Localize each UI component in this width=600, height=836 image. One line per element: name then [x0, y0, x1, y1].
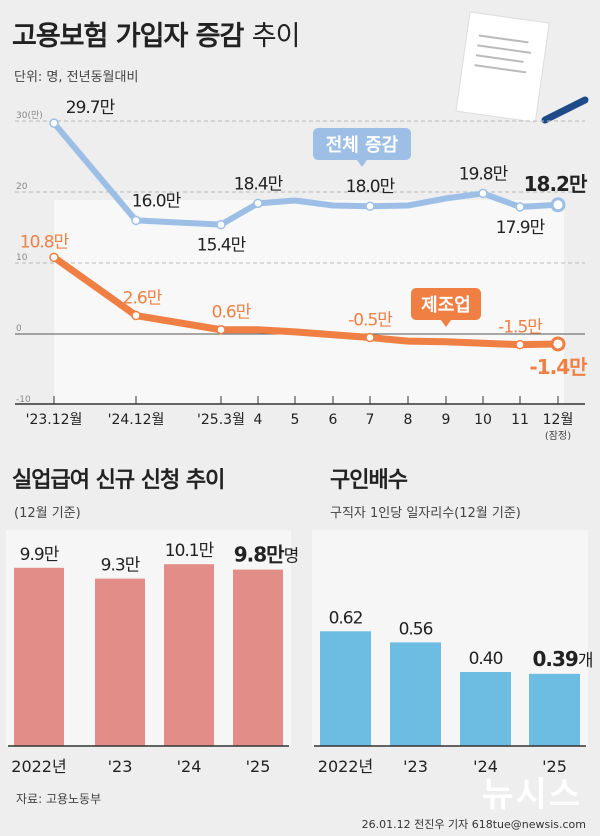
bar: [164, 564, 214, 746]
bar-value-label: 0.40: [469, 649, 503, 669]
data-point: [365, 201, 375, 211]
unit-suffix: 개: [578, 651, 593, 671]
x-tick-label: '25.3월: [197, 412, 245, 428]
x-tick-label: 4: [254, 412, 263, 428]
data-label: 18.2만: [524, 172, 588, 196]
data-point: [478, 188, 488, 199]
data-label: 10.8만: [20, 232, 70, 252]
x-tick-label: '23.12월: [26, 412, 83, 428]
data-label: 29.7만: [66, 98, 116, 118]
data-point: [49, 252, 59, 263]
x-tick-label: '24: [177, 757, 202, 776]
bar-value-label: 0.56: [399, 619, 433, 639]
data-label: 18.4만: [234, 174, 284, 194]
title-light: 추이: [251, 21, 301, 52]
unit-suffix: 명: [284, 547, 299, 567]
data-point: [515, 202, 525, 212]
series-tag-pointer: [357, 160, 367, 167]
x-tick-label: 2022년: [11, 757, 66, 776]
page-title: 고용보험 가입자 증감 추이: [12, 14, 301, 53]
series-legend-label: 전체 증감: [326, 135, 399, 156]
data-point: [49, 118, 59, 128]
series-line-total: [51, 121, 559, 228]
x-tick-note: (잠정): [545, 430, 571, 440]
series-legend-label: 제조업: [421, 295, 471, 316]
data-point: [550, 336, 566, 352]
series-line-manufacturing: [51, 254, 559, 349]
bar-value-label: 9.9만: [20, 545, 60, 565]
x-tick-label: 8: [404, 412, 413, 428]
y-tick-label: 30(만): [16, 110, 43, 121]
series-tag-pointer: [441, 320, 451, 327]
data-point: [131, 215, 141, 226]
x-tick-label: 11: [511, 412, 529, 428]
data-point: [216, 324, 226, 335]
bar: [390, 642, 441, 746]
bar-chart-1-subtitle: (12월 기준): [14, 506, 81, 521]
unit-label: 단위: 명, 전년동월대비: [14, 70, 139, 85]
data-label: 18.0만: [346, 177, 396, 197]
x-tick-label: '25: [542, 757, 567, 776]
data-label: 17.9만: [496, 218, 546, 238]
data-point: [253, 198, 263, 209]
source-label: 자료: 고용노동부: [16, 792, 102, 806]
bar-chart-2-subtitle: 구직자 1인당 일자리수(12월 기준): [330, 506, 521, 521]
line-chart: 30(만) 20 10 0 -10 '23.12월 '24.12월 '25.3월 4 5 6 7 8 9 1…: [15, 98, 589, 440]
series-tag: [313, 128, 411, 160]
bar-value-label: 9.3만: [101, 556, 141, 576]
data-point: [365, 332, 375, 343]
data-point: [131, 310, 141, 321]
y-tick-label: -10: [16, 395, 31, 405]
data-point: [550, 197, 566, 213]
bar: [14, 567, 64, 746]
data-label: -0.5만: [348, 311, 393, 331]
bar: [95, 578, 145, 746]
y-tick-label: 20: [16, 182, 28, 192]
bar-chart-1-title: 실업급여 신규 신청 추이: [12, 468, 225, 493]
x-tick-label: 6: [329, 412, 338, 428]
x-tick-label: '23: [108, 757, 133, 776]
data-label: 19.8만: [459, 164, 509, 184]
x-tick-label: 9: [442, 412, 451, 428]
y-tick-label: 10: [16, 253, 28, 263]
x-tick-label: '23: [403, 757, 428, 776]
bar-value-label: 0.39개: [533, 647, 593, 671]
x-tick-label: '25: [246, 757, 271, 776]
data-label: -1.5만: [498, 318, 543, 338]
bar: [233, 569, 283, 746]
series-tag: [411, 288, 481, 320]
data-label: -1.4만: [529, 355, 588, 379]
bar: [320, 631, 371, 746]
data-label: 0.6만: [212, 303, 252, 323]
x-tick-label: 5: [291, 412, 300, 428]
data-point: [515, 339, 525, 350]
data-point: [216, 219, 226, 230]
x-tick-label: 10: [474, 412, 492, 428]
x-tick-label: 2022년: [318, 757, 373, 776]
newsis-logo: 뉴시스: [482, 775, 582, 815]
bar-value-label: 9.8만명: [234, 543, 298, 567]
data-label: 2.6만: [123, 289, 163, 309]
data-label: 16.0만: [132, 191, 182, 211]
credit-label: 26.01.12 전진우 기자 618tue@newsis.com: [361, 818, 586, 831]
bar: [460, 672, 511, 746]
title-bold: 고용보험 가입자 증감: [12, 21, 244, 52]
x-tick-label: 7: [366, 412, 375, 428]
bar-value-label: 10.1만: [165, 541, 215, 561]
x-tick-label: '24: [473, 757, 498, 776]
x-tick-label: 12월: [543, 412, 574, 428]
bar: [529, 673, 580, 746]
bar-chart-2-title: 구인배수: [330, 468, 408, 493]
data-label: 15.4만: [197, 236, 247, 256]
y-tick-label: 0: [16, 324, 22, 334]
bar-value-label: 0.62: [329, 608, 363, 628]
x-tick-label: '24.12월: [108, 412, 165, 428]
